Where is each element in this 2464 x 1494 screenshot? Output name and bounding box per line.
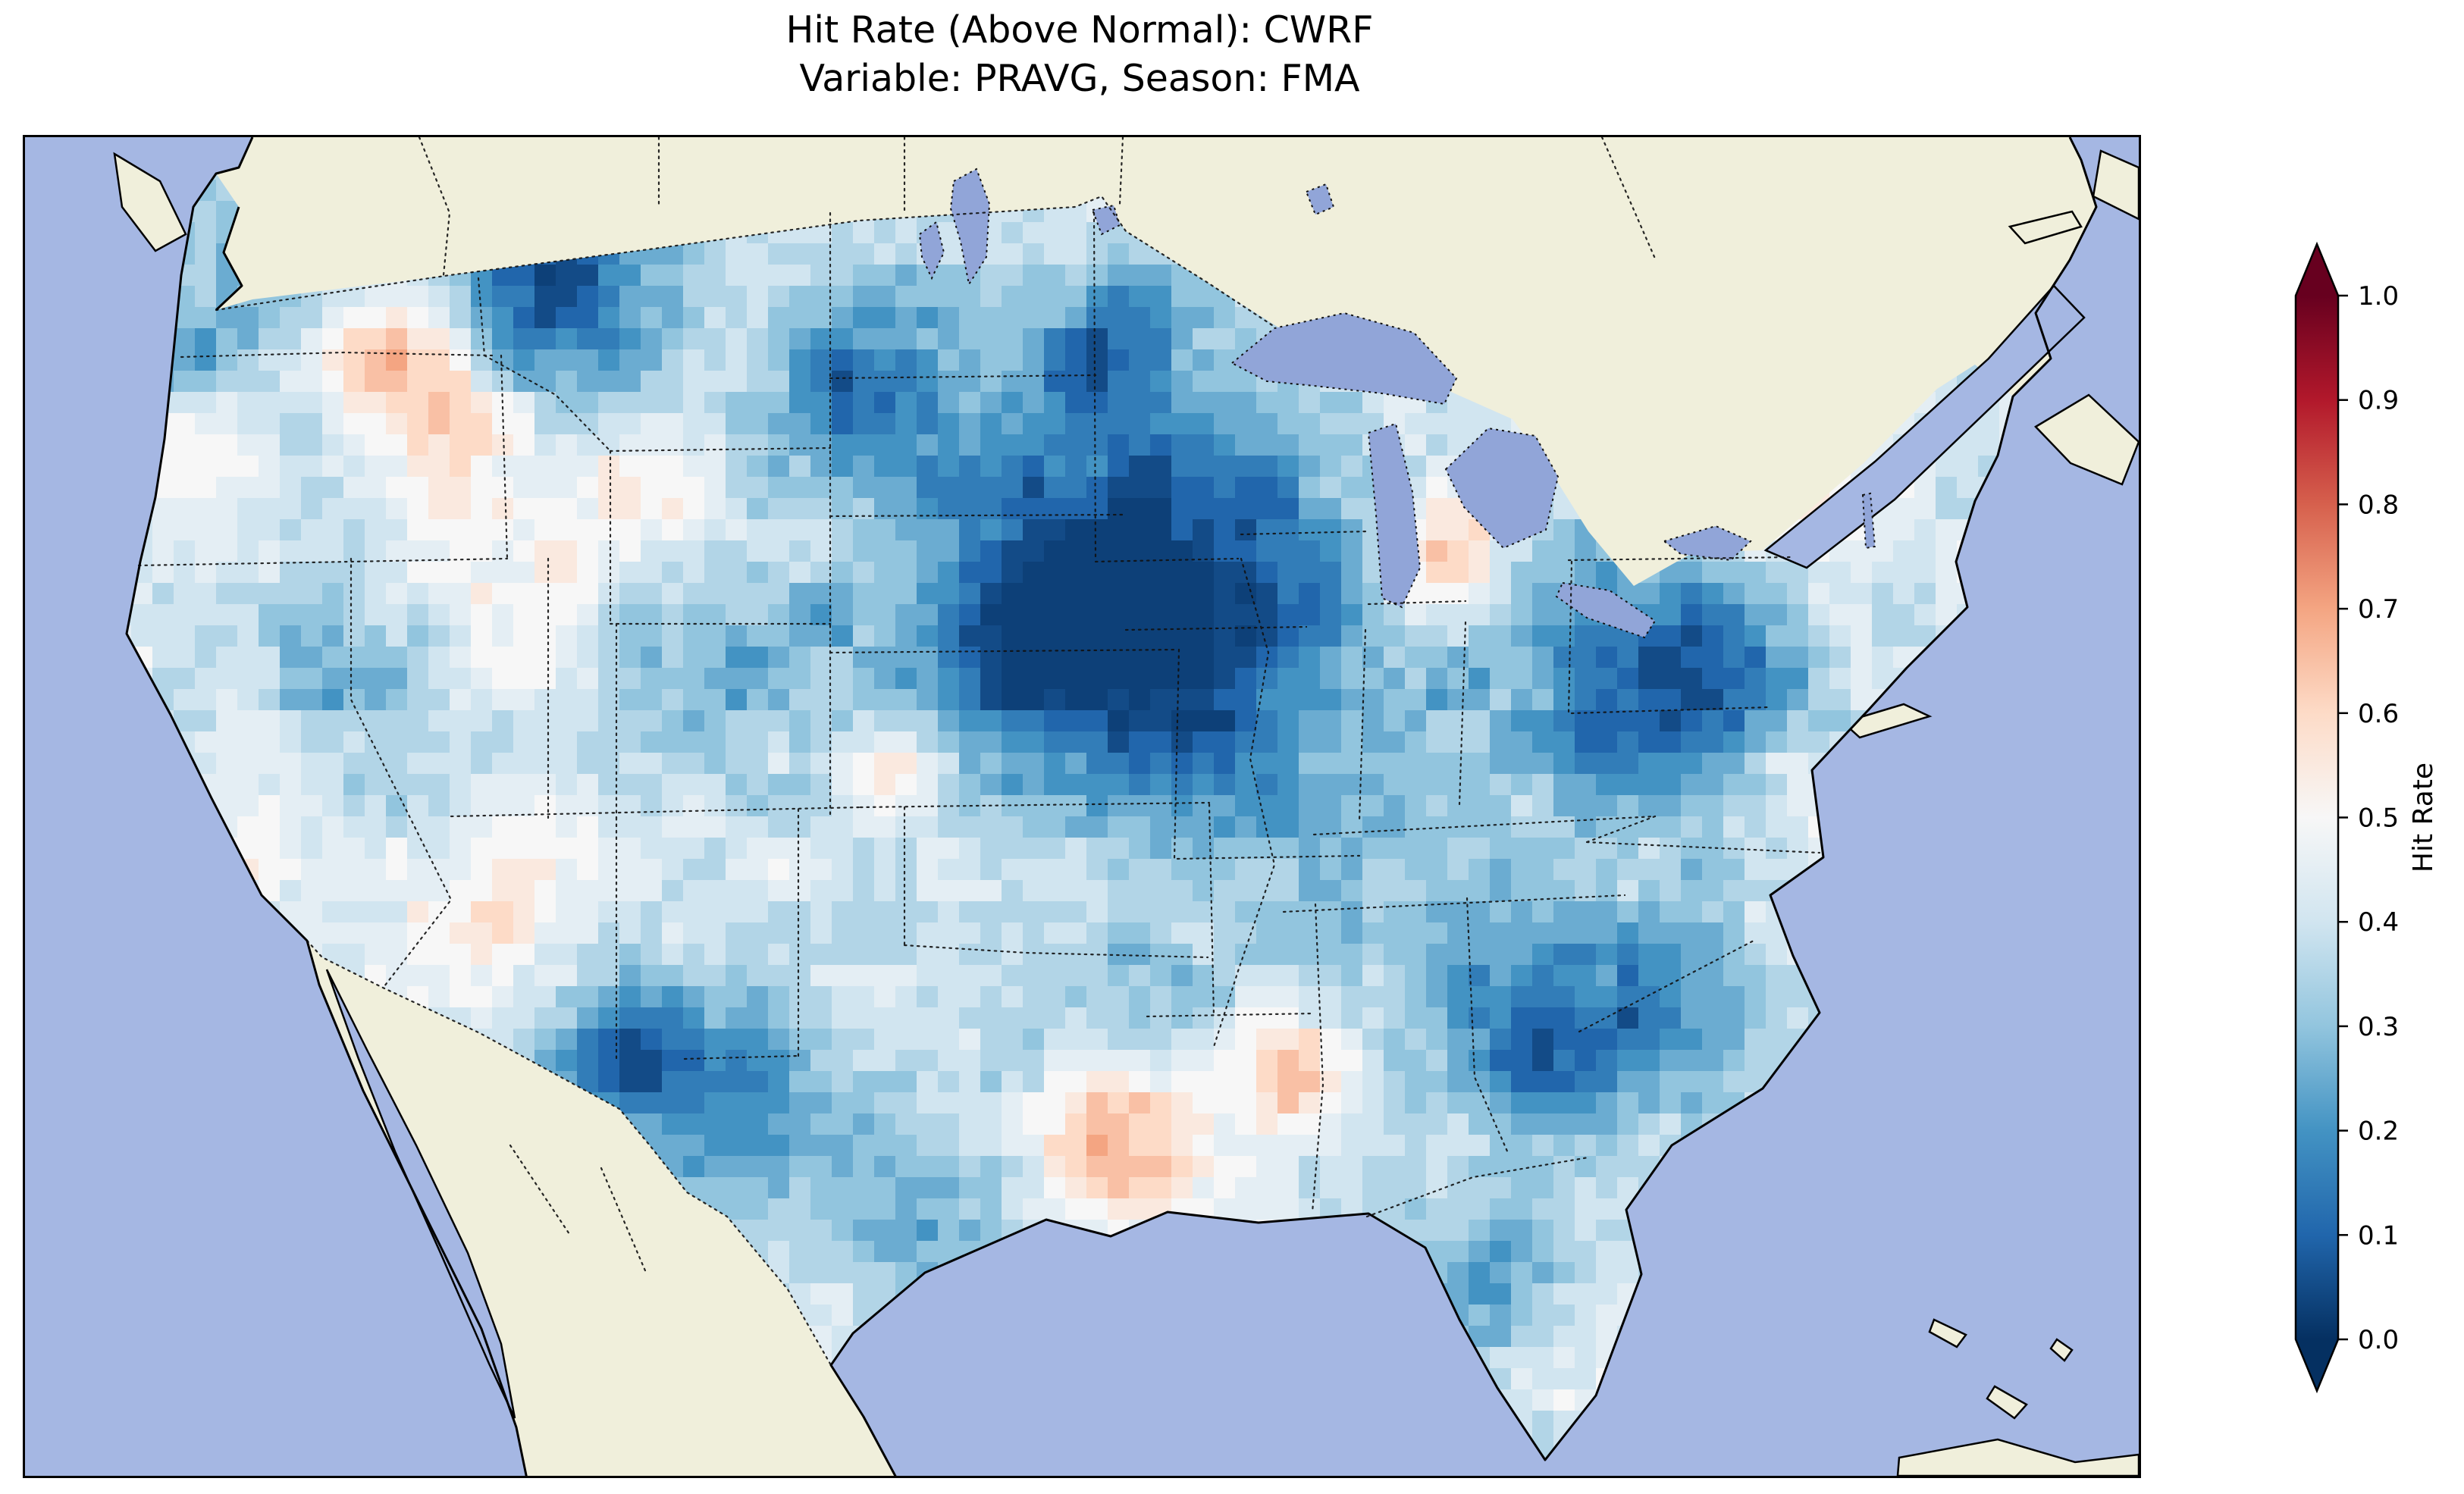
island <box>113 152 187 252</box>
island <box>1841 703 1933 739</box>
lake <box>1861 492 1876 550</box>
colorbar-tick-label: 0.9 <box>2358 386 2399 416</box>
coastlines <box>125 137 2098 1476</box>
colorbar-tick-label: 0.5 <box>2358 803 2399 834</box>
lake <box>1305 183 1335 216</box>
colorbar-tick-label: 0.3 <box>2358 1012 2399 1042</box>
title-line-2: Variable: PRAVG, Season: FMA <box>799 57 1360 100</box>
colorbar: 1.0 0.9 0.8 0.7 0.6 0.5 0.4 0.3 0.2 0.1 0.0 Hit Rat… <box>2294 241 2439 1394</box>
lake <box>918 221 945 280</box>
lake <box>1444 427 1560 550</box>
island <box>1986 1385 2028 1420</box>
island <box>1928 1318 1967 1348</box>
sea-inlet <box>1763 284 2086 569</box>
colorbar-gradient <box>2296 296 2338 1339</box>
colorbar-ticks: 1.0 0.9 0.8 0.7 0.6 0.5 0.4 0.3 0.2 0.1 0.0 <box>2338 281 2399 1355</box>
colorbar-tick-label: 0.8 <box>2358 490 2399 520</box>
lake <box>1555 581 1657 639</box>
lake <box>1662 525 1752 562</box>
colorbar-tick-label: 1.0 <box>2358 281 2399 312</box>
island <box>2034 393 2139 486</box>
sea-inlet <box>325 969 516 1419</box>
colorbar-tick-label: 0.4 <box>2358 907 2399 938</box>
lake <box>1367 422 1422 609</box>
title-line-1: Hit Rate (Above Normal): CWRF <box>785 8 1374 52</box>
colorbar-axis-label: Hit Rate <box>2408 763 2439 872</box>
colorbar-tick-label: 0.1 <box>2358 1220 2399 1251</box>
island <box>2008 210 2083 245</box>
political-borders <box>137 137 1821 1367</box>
colorbar-tick-label: 0.2 <box>2358 1117 2399 1147</box>
map-panel <box>23 135 2141 1478</box>
colorbar-tick-label: 0.6 <box>2358 699 2399 729</box>
colorbar-tick-label: 0.0 <box>2358 1325 2399 1355</box>
island <box>2092 149 2139 221</box>
island <box>2049 1338 2074 1362</box>
figure-title: Hit Rate (Above Normal): CWRF Variable: … <box>23 6 2136 103</box>
lake <box>1091 204 1121 236</box>
lake <box>1230 312 1458 406</box>
island <box>1896 1438 2139 1476</box>
colorbar-over-arrow <box>2296 244 2338 296</box>
colorbar-tick-label: 0.7 <box>2358 594 2399 625</box>
colorbar-under-arrow <box>2296 1339 2338 1391</box>
us-hit-rate-map <box>25 137 2139 1476</box>
lake <box>949 168 991 287</box>
